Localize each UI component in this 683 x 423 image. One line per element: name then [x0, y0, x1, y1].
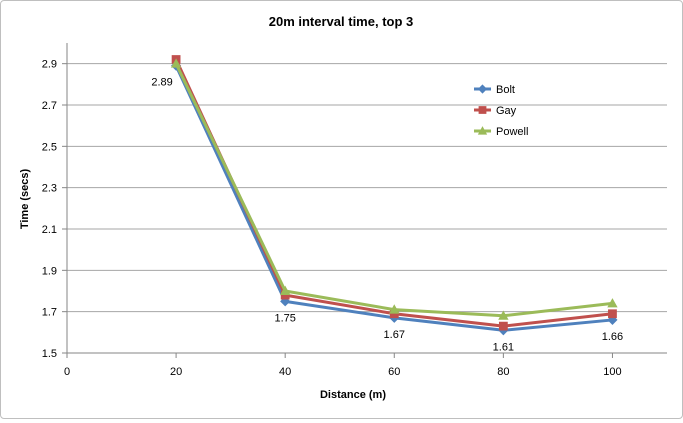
y-tick-labels: 1.5 1.7 1.9 2.1 2.3 2.5 2.7 2.9 [42, 59, 57, 360]
y-tick-label: 2.3 [42, 183, 57, 195]
x-tick-label: 0 [64, 366, 70, 378]
gridlines [67, 63, 667, 313]
data-point-powell [607, 298, 618, 308]
axes [62, 43, 667, 358]
x-axis-title: Distance (m) [320, 389, 386, 401]
data-point-powell [280, 285, 291, 295]
legend-label-gay: Gay [496, 105, 517, 117]
x-tick-label: 40 [279, 366, 291, 378]
data-point-powell [389, 304, 400, 314]
x-tick-labels: 0 20 40 60 80 100 [64, 366, 622, 378]
data-point-bolt [280, 296, 291, 307]
y-tick-label: 1.5 [42, 348, 57, 360]
legend-label-bolt: Bolt [496, 84, 515, 96]
data-label: 2.89 [151, 77, 172, 89]
data-point-gay [498, 321, 508, 331]
y-tick-label: 2.7 [42, 100, 57, 112]
data-label: 1.66 [602, 331, 623, 343]
x-tick-label: 80 [497, 366, 509, 378]
chart-title: 20m interval time, top 3 [269, 14, 414, 29]
series-line-gay [174, 58, 613, 328]
legend-marker-bolt [477, 84, 488, 94]
data-point-powell [498, 310, 509, 320]
data-label: 1.75 [274, 312, 295, 324]
legend-marker-gay [478, 106, 487, 114]
series [170, 55, 618, 336]
y-axis-title: Time (secs) [19, 168, 31, 229]
x-tick-label: 100 [603, 366, 621, 378]
x-tick-label: 20 [170, 366, 182, 378]
legend-label-powell: Powell [496, 126, 528, 138]
y-tick-label: 1.7 [42, 307, 57, 319]
series-line-powell [174, 63, 613, 318]
data-point-powell [170, 58, 182, 68]
legend: Bolt Gay Powell [474, 84, 528, 138]
data-label: 1.61 [493, 341, 514, 353]
y-tick-label: 2.1 [42, 224, 57, 236]
data-point-gay [608, 309, 617, 319]
y-tick-label: 2.9 [42, 59, 57, 71]
y-tick-label: 2.5 [42, 141, 57, 153]
data-label: 1.67 [384, 329, 405, 341]
y-tick-label: 1.9 [42, 265, 57, 277]
data-labels: 2.89 1.75 1.67 1.61 1.66 [151, 77, 623, 354]
x-tick-label: 60 [388, 366, 400, 378]
legend-marker-powell [477, 126, 488, 135]
